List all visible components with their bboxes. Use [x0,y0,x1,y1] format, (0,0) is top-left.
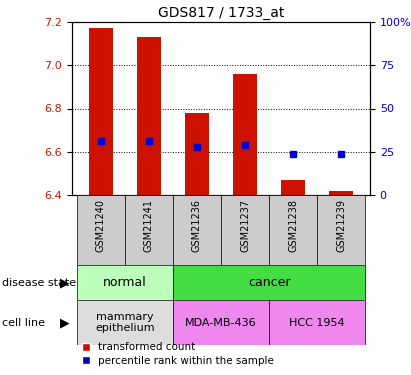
Text: mammary
epithelium: mammary epithelium [95,312,155,333]
Bar [221,195,269,265]
Bar [269,300,365,345]
Bar [269,195,317,265]
Text: cell line: cell line [2,318,45,327]
Bar [281,180,305,195]
Text: GSM21241: GSM21241 [144,198,154,252]
Text: GSM21238: GSM21238 [288,198,298,252]
Text: GSM21239: GSM21239 [336,198,346,252]
Bar [173,300,269,345]
Text: GSM21240: GSM21240 [96,198,106,252]
Text: normal: normal [103,276,147,289]
Legend: transformed count, percentile rank within the sample: transformed count, percentile rank withi… [77,338,278,370]
Bar [77,300,173,345]
Bar [317,195,365,265]
Bar [173,265,365,300]
Text: MDA-MB-436: MDA-MB-436 [185,318,257,327]
Bar [125,195,173,265]
Text: HCC 1954: HCC 1954 [289,318,345,327]
Text: cancer: cancer [248,276,290,289]
Text: GSM21236: GSM21236 [192,198,202,252]
Title: GDS817 / 1733_at: GDS817 / 1733_at [158,6,284,20]
Bar [89,28,113,195]
Bar [329,190,353,195]
Bar [185,113,209,195]
Bar [77,195,125,265]
Text: disease state: disease state [2,278,76,288]
Text: ▶: ▶ [60,276,69,289]
Bar [77,265,173,300]
Text: GSM21237: GSM21237 [240,198,250,252]
Bar [233,74,257,195]
Bar [137,37,161,195]
Text: ▶: ▶ [60,316,69,329]
Bar [173,195,221,265]
